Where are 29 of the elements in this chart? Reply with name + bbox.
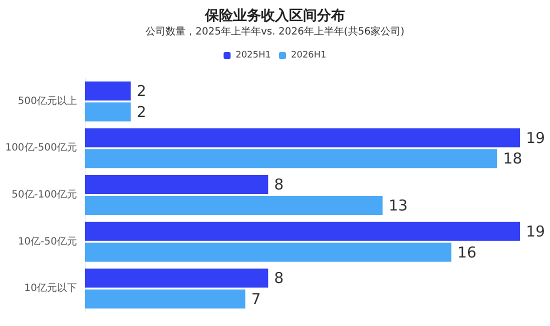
legend-label: 2025H1 (236, 50, 272, 60)
data-label: 18 (503, 150, 522, 168)
data-label: 13 (388, 196, 408, 214)
bar (85, 81, 131, 100)
bar (85, 222, 520, 241)
y-tick-label: 10亿元以下 (24, 282, 77, 294)
bar (85, 268, 268, 288)
bar (85, 102, 131, 122)
chart-subtitle: 公司数量，2025年上半年vs. 2026年上半年(共56家公司) (146, 26, 405, 38)
y-tick-label: 10亿-50亿元 (18, 236, 77, 248)
data-label: 2 (136, 102, 146, 121)
data-label: 8 (274, 269, 284, 288)
chart-title: 保险业务收入区间分布 (204, 8, 345, 24)
bar (85, 242, 452, 262)
data-label: 2 (136, 82, 146, 100)
bar (85, 196, 383, 215)
y-tick-label: 500亿元以上 (18, 94, 77, 107)
data-label: 7 (251, 290, 261, 308)
y-tick-label: 50亿-100亿元 (12, 190, 77, 200)
bar (85, 128, 520, 148)
bar (85, 290, 246, 309)
data-label: 19 (526, 222, 546, 240)
bar (85, 149, 498, 168)
legend-label: 2026H1 (291, 50, 326, 60)
data-label: 16 (457, 243, 476, 262)
y-tick-label: 100亿-500亿元 (5, 142, 77, 154)
data-label: 8 (274, 176, 284, 194)
data-label: 19 (526, 128, 546, 147)
bar (85, 175, 268, 194)
